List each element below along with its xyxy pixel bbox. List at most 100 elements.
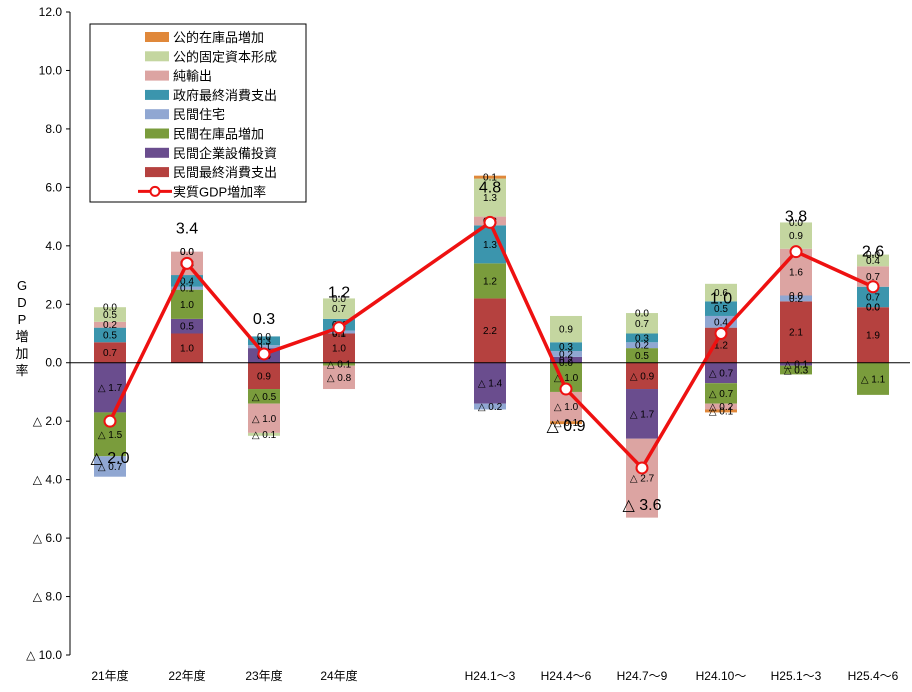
legend-swatch xyxy=(145,167,169,178)
bar-segment xyxy=(550,315,582,343)
segment-label: 0.0 xyxy=(635,309,649,320)
x-tick-label: H24.1～3 xyxy=(465,669,516,683)
legend-label: 公的在庫品増加 xyxy=(173,30,264,45)
bar-segment xyxy=(550,351,582,357)
legend-swatch xyxy=(145,70,169,81)
x-tick-label: 22年度 xyxy=(168,668,205,683)
bar-segment xyxy=(857,254,889,267)
x-axis: 21年度 22年度 23年度 24年度 H24.1～3 H24.4～6 H24.7～9 H24… xyxy=(70,362,910,683)
bar-segment xyxy=(474,298,506,363)
bar-segment xyxy=(248,432,280,436)
segment-label: 1.6 xyxy=(789,268,803,279)
y-tick-label: 6.0 xyxy=(45,180,62,194)
y-tick-label: 2.0 xyxy=(45,297,62,311)
segment-label: 0.0 xyxy=(866,303,880,314)
legend-swatch xyxy=(145,51,169,62)
bar-segment xyxy=(94,362,126,413)
bar-segment xyxy=(323,362,355,366)
segment-label: △ 0.7 xyxy=(709,368,734,379)
gdp-growth-value-label: △ 3.6 xyxy=(623,497,662,514)
y-tick-label: 0.0 xyxy=(45,356,62,370)
segment-label: △ 0.7 xyxy=(98,462,123,473)
legend-box xyxy=(89,23,307,203)
bar-segment xyxy=(550,356,582,363)
y-axis-title: GDP増加率 xyxy=(15,278,28,378)
y-axis-title-char: G xyxy=(17,278,27,293)
gdp-growth-polyline xyxy=(108,220,874,470)
y-tick-label: △ 4.0 xyxy=(33,473,63,487)
bar-segment xyxy=(94,307,126,322)
segment-label: 0.9 xyxy=(257,371,271,382)
gdp-growth-point xyxy=(789,245,803,259)
bar-segment xyxy=(550,342,582,352)
segment-label: 0.7 xyxy=(635,319,649,330)
y-tick-label: △ 6.0 xyxy=(33,531,63,545)
segment-label: 0.0 xyxy=(789,291,803,302)
bar-segment xyxy=(626,313,658,334)
bar-segment xyxy=(705,362,737,384)
y-tick-label: 12.0 xyxy=(39,5,63,19)
bar-segment xyxy=(705,409,737,413)
bar-segment xyxy=(626,333,658,343)
y-tick-label: △ 8.0 xyxy=(33,590,63,604)
bar-segment xyxy=(171,275,203,287)
bar-segment xyxy=(474,263,506,299)
y-tick-label: △ 10.0 xyxy=(26,648,62,662)
bar-segment xyxy=(550,391,582,422)
segment-label: 0.2 xyxy=(635,341,649,352)
bar-segment xyxy=(248,403,280,433)
gdp-growth-point xyxy=(332,321,346,335)
segment-label: △ 1.1 xyxy=(861,374,886,385)
y-axis-title-char: 増 xyxy=(15,329,28,344)
y-tick-label: 10.0 xyxy=(39,63,63,77)
x-tick-label: H24.4～6 xyxy=(541,669,592,683)
segment-label: 0.2 xyxy=(559,355,573,366)
gdp-growth-point xyxy=(559,382,573,396)
segment-label: △ 1.0 xyxy=(554,373,579,384)
bar-segment xyxy=(94,327,126,343)
segment-label: 0.0 xyxy=(103,303,117,314)
x-tick-label: H24.10～ xyxy=(696,669,747,683)
segment-label: 1.2 xyxy=(483,276,497,287)
segment-label: 0.1 xyxy=(180,284,194,295)
segment-label: 0.0 xyxy=(180,247,194,258)
segment-label: △ 0.5 xyxy=(252,392,277,403)
segment-label: △ 0.1 xyxy=(327,360,352,371)
bar-segment xyxy=(94,321,126,328)
segment-label: 0.7 xyxy=(332,304,346,315)
x-tick-label: H25.1～3 xyxy=(771,669,822,683)
segment-label: △ 0.1 xyxy=(709,406,734,417)
segment-label: 0.3 xyxy=(635,333,649,344)
segment-label: 0.0 xyxy=(332,294,346,305)
segment-label: △ 1.7 xyxy=(98,383,123,394)
gdp-growth-labels: △ 2.0 3.4 0.3 1.2 4.8 △ 0.9 △ 3.6 1.0 3.8 2.6 xyxy=(91,179,885,514)
gdp-growth-value-label: 0.3 xyxy=(253,311,275,328)
legend-label: 民間住宅 xyxy=(173,107,225,122)
legend-marker-swatch xyxy=(149,185,161,197)
bar-segment xyxy=(323,298,355,319)
segment-label: △ 0.1 xyxy=(252,430,277,441)
segment-label: 1.2 xyxy=(714,341,728,352)
bar-segment xyxy=(171,289,203,319)
segment-label: 0.0 xyxy=(866,303,880,314)
bar-segment xyxy=(705,403,737,410)
gdp-growth-point xyxy=(103,414,117,428)
segment-label: 0.3 xyxy=(257,336,271,347)
legend-swatch xyxy=(145,147,169,158)
bar-segment xyxy=(171,318,203,334)
bar-segment xyxy=(705,383,737,404)
bar-segment xyxy=(550,421,582,425)
segment-label: 0.2 xyxy=(789,294,803,305)
segment-label: △ 1.7 xyxy=(630,409,655,420)
y-tick-label: △ 2.0 xyxy=(33,414,63,428)
segment-label: 0.4 xyxy=(180,276,194,287)
legend: 公的在庫品増加公的固定資本形成純輸出政府最終消費支出民間住宅民間在庫品増加民間企… xyxy=(89,23,307,203)
segment-label: △ 0.1 xyxy=(784,360,809,371)
segment-label: 0.2 xyxy=(103,320,117,331)
bar-segment xyxy=(171,286,203,290)
gdp-growth-line xyxy=(103,215,880,475)
bar-segment xyxy=(705,301,737,316)
y-axis-title-char: 率 xyxy=(15,363,28,378)
gdp-growth-value-label: △ 0.9 xyxy=(547,418,586,435)
gdp-growth-value-label: 1.0 xyxy=(710,291,732,308)
